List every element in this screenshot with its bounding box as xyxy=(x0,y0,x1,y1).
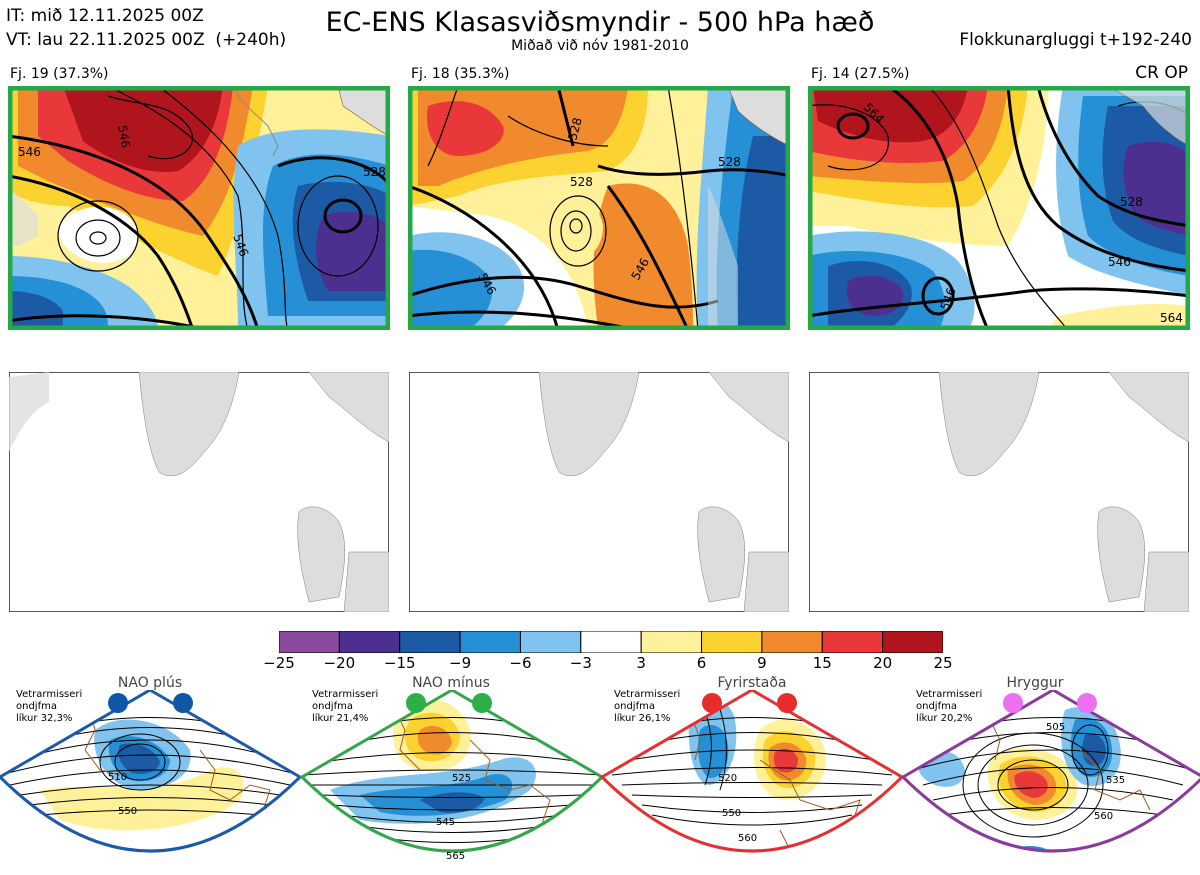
contour-label: 545 xyxy=(436,817,455,828)
colorbar-segment xyxy=(459,630,521,654)
page-subtitle: Miðað við nóv 1981-2010 xyxy=(511,38,689,54)
colorbar-tick-label: −6 xyxy=(509,654,532,672)
blank-map-1 xyxy=(9,371,390,613)
contour-label: 550 xyxy=(722,808,741,819)
contour-label: 560 xyxy=(738,833,757,844)
regime-dot xyxy=(777,693,797,713)
regime-dot xyxy=(1003,693,1023,713)
blank-map-2 xyxy=(409,371,790,613)
colorbar-segment xyxy=(821,630,884,654)
contour-label: 564 xyxy=(1160,311,1183,325)
contour-label: 510 xyxy=(108,772,127,783)
colorbar-segment xyxy=(761,630,823,654)
regime-dot xyxy=(173,693,193,713)
cluster-map-3[interactable]: 564 528 546 546 564 xyxy=(808,86,1190,330)
regime-dot xyxy=(406,693,426,713)
regime-dots xyxy=(0,690,1200,720)
page-title: EC-ENS Klasasviðsmyndir - 500 hPa hæð xyxy=(325,7,875,38)
colorbar-tick-label: 15 xyxy=(812,654,832,672)
contour-label: 528 xyxy=(718,155,741,169)
contour-label: 528 xyxy=(570,175,593,189)
colorbar-segment xyxy=(640,630,703,654)
blank-map-3 xyxy=(809,371,1190,613)
regime-title-blocking: Fyrirstaða xyxy=(717,675,787,691)
colorbar-segment xyxy=(580,630,642,654)
cluster-map-2[interactable]: 528 528 546 528 546 xyxy=(408,86,790,330)
contour-label: 520 xyxy=(718,773,737,784)
cluster-map-1[interactable]: 546 546 546 528 xyxy=(8,86,390,330)
regime-note-4: Vetrarmisseri ondjfma líkur 20,2% xyxy=(916,689,983,724)
contour-label: 535 xyxy=(1106,775,1125,786)
colorbar-tick-label: −15 xyxy=(383,654,416,672)
colorbar-tick-label: 20 xyxy=(873,654,893,672)
colorbar-tick-label: −9 xyxy=(449,654,472,672)
regime-note-3: Vetrarmisseri ondjfma líkur 26,1% xyxy=(614,689,681,724)
regime-dot xyxy=(702,693,722,713)
colorbar-segment xyxy=(882,630,944,654)
classification-window: Flokkunargluggi t+192-240 xyxy=(959,30,1192,50)
contour-label: 546 xyxy=(115,124,133,149)
colorbar-segment xyxy=(338,630,401,654)
contour-label: 546 xyxy=(18,145,41,159)
initial-time: IT: mið 12.11.2025 00Z xyxy=(6,6,204,26)
regime-note-1: Vetrarmisseri ondjfma líkur 32,3% xyxy=(16,689,83,724)
colorbar-segment xyxy=(701,630,763,654)
regime-title-ridge: Hryggur xyxy=(1006,675,1064,691)
contour-label: 565 xyxy=(446,851,465,862)
nao-plus-frame xyxy=(0,688,303,853)
panel-1-label: Fj. 19 (37.3%) xyxy=(10,66,109,82)
cr-op-badge: CR OP xyxy=(1135,63,1188,83)
regime-note-2: Vetrarmisseri ondjfma líkur 21,4% xyxy=(312,689,379,724)
colorbar-segment xyxy=(519,630,582,654)
colorbar-tick-label: −20 xyxy=(323,654,356,672)
ridge-frame xyxy=(900,688,1200,853)
colorbar-tick-label: 6 xyxy=(696,654,707,672)
contour-label: 546 xyxy=(1108,255,1131,269)
regime-title-nao-minus: NAO mínus xyxy=(412,675,490,691)
contour-label: 525 xyxy=(452,773,471,784)
contour-label: 560 xyxy=(1094,811,1113,822)
colorbar-tick-label: −25 xyxy=(263,654,295,672)
blocking-frame xyxy=(599,688,905,853)
colorbar-tick-label: 25 xyxy=(933,654,953,672)
regime-dot xyxy=(108,693,128,713)
valid-time: VT: lau 22.11.2025 00Z (+240h) xyxy=(6,30,287,50)
colorbar-tick-label: 9 xyxy=(757,654,767,672)
regime-title-nao-plus: NAO plús xyxy=(117,675,183,691)
regime-dot xyxy=(472,693,492,713)
contour-label: 528 xyxy=(1120,195,1143,209)
colorbar-segment xyxy=(278,630,340,654)
contour-label: 528 xyxy=(565,116,584,142)
nao-minus-frame xyxy=(299,688,605,853)
colorbar xyxy=(278,630,944,654)
panel-3-label: Fj. 14 (27.5%) xyxy=(811,66,910,82)
panel-2-label: Fj. 18 (35.3%) xyxy=(411,66,510,82)
contour-label: 528 xyxy=(363,165,386,179)
regime-dot xyxy=(1077,693,1097,713)
contour-label: 550 xyxy=(118,806,137,817)
contour-label: 505 xyxy=(1046,722,1065,733)
colorbar-tick-label: 3 xyxy=(636,654,646,672)
header-info: IT: mið 12.11.2025 00Z VT: lau 22.11.202… xyxy=(6,4,286,52)
regime-fans: 510 550 525 545 565 520 550 560 505 535 … xyxy=(0,688,1200,871)
colorbar-tick-label: −3 xyxy=(569,654,592,672)
colorbar-segment xyxy=(399,630,461,654)
